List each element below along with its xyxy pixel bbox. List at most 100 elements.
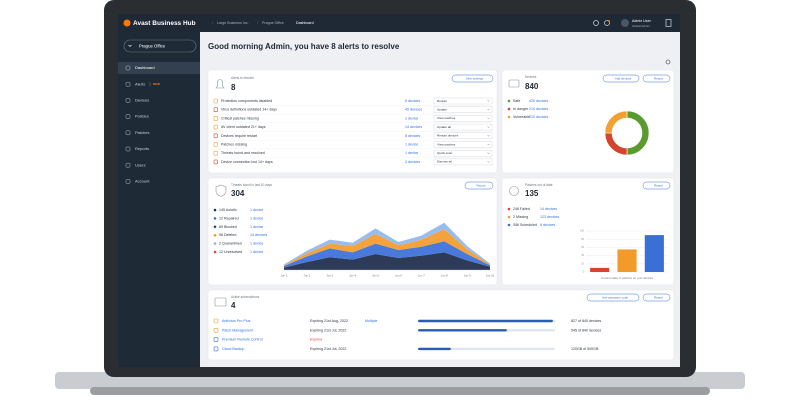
patch-devices[interactable]: 123 devices: [540, 215, 559, 219]
settings-icon[interactable]: [593, 20, 599, 26]
action-label[interactable]: View patches: [437, 116, 456, 120]
threat-devices[interactable]: 1 device: [250, 250, 263, 254]
action-label[interactable]: Dismiss all: [437, 160, 452, 164]
alert-devices[interactable]: 1 device: [405, 151, 418, 155]
button[interactable]: [451, 74, 494, 83]
location[interactable]: Prague Office: [139, 43, 166, 48]
label: Patches out of date: [525, 183, 553, 187]
patch-label: 2 Missing: [513, 215, 528, 219]
nav-icon: [125, 146, 131, 152]
threat-devices[interactable]: 1 device: [250, 225, 263, 229]
alert-label: Virus definitions outdated 14+ days: [221, 108, 277, 112]
button-label[interactable]: Report: [654, 295, 663, 299]
button-label[interactable]: Report: [654, 183, 663, 187]
action-label[interactable]: Quick scan: [437, 151, 453, 155]
alert-devices[interactable]: 1 device: [405, 116, 418, 120]
button-label[interactable]: Report: [476, 183, 485, 187]
action-select[interactable]: [433, 97, 493, 105]
product-name[interactable]: Premium Remote Control: [222, 338, 263, 342]
patch-devices[interactable]: 8 devices: [540, 223, 555, 227]
button[interactable]: [642, 293, 671, 302]
threat-label: 12 Repaired: [219, 216, 239, 220]
threat-devices[interactable]: 1 device: [250, 242, 263, 246]
button-label[interactable]: Report: [654, 76, 663, 80]
action-label[interactable]: Restart devices: [437, 134, 459, 138]
button[interactable]: [602, 74, 640, 83]
user-role: Global Admin: [632, 24, 650, 28]
alert-devices[interactable]: 14 devices: [405, 125, 422, 129]
value-label[interactable]: 210 devices: [529, 107, 548, 111]
notification-dot: [608, 20, 610, 22]
alert-icon: [213, 98, 218, 104]
refresh-icon[interactable]: [665, 59, 671, 65]
help-icon[interactable]: [665, 19, 672, 27]
nav-item[interactable]: Reports: [135, 146, 149, 151]
y-tick-label: 100: [580, 230, 585, 233]
action-select[interactable]: [433, 149, 493, 157]
value-label[interactable]: 420 devices: [529, 99, 548, 103]
alert-devices[interactable]: 3 devices: [405, 160, 420, 164]
action-label[interactable]: Update: [437, 108, 447, 112]
nav-item[interactable]: Users: [135, 162, 145, 167]
breadcrumb[interactable]: Large Business Inc.: [217, 21, 249, 25]
nav-item[interactable]: Patches: [135, 130, 149, 135]
nav-item[interactable]: Policies: [135, 114, 149, 119]
threat-devices[interactable]: 1 device: [250, 216, 263, 220]
subscription-icon: [214, 297, 227, 307]
product-name[interactable]: Patch Management: [222, 328, 253, 332]
chevron: [487, 100, 490, 102]
button-label[interactable]: Alert settings: [466, 76, 484, 80]
threat-label: 2 Quarantined: [219, 242, 242, 246]
breadcrumb[interactable]: Prague Office: [262, 21, 284, 25]
location-select[interactable]: [123, 39, 197, 53]
action-select[interactable]: [433, 141, 493, 148]
alert-label: Patches missing: [221, 142, 247, 146]
action-select[interactable]: [433, 106, 493, 113]
threat-devices[interactable]: 14 devices: [250, 233, 267, 237]
alert-icon: [213, 150, 218, 156]
note[interactable]: Multiple: [365, 319, 377, 323]
progress-fill: [418, 347, 451, 351]
alert-devices[interactable]: 45 devices: [405, 108, 422, 112]
alert-devices[interactable]: 8 devices: [405, 134, 420, 138]
patch-devices[interactable]: 14 devices: [540, 207, 557, 211]
button[interactable]: [642, 181, 671, 190]
alert-devices[interactable]: 1 device: [405, 142, 418, 146]
action-select[interactable]: [433, 123, 493, 131]
action-label[interactable]: Restart: [437, 99, 447, 103]
label: Alerts to resolve: [231, 76, 254, 80]
value-label[interactable]: 210 devices: [529, 115, 548, 119]
x-tick-label: Jun 4: [349, 274, 356, 278]
threat-label: 12 Unresolved: [219, 250, 242, 254]
alert-icon: [213, 142, 218, 147]
notifications-icon[interactable]: [604, 20, 610, 26]
action-select[interactable]: [433, 158, 493, 166]
button[interactable]: [464, 181, 494, 190]
action-label[interactable]: Update all: [437, 125, 451, 129]
action-select[interactable]: [433, 115, 493, 122]
x-tick-label: Jun 5: [372, 274, 379, 278]
threat-label: 145 Autofix: [219, 208, 237, 212]
product-name[interactable]: Antivirus Pro Plus: [222, 319, 251, 323]
brand: Avast Business Hub: [133, 20, 196, 27]
nav-item[interactable]: Dashboard: [135, 65, 155, 70]
nav-item[interactable]: Account: [135, 178, 150, 183]
avatar[interactable]: [621, 19, 629, 27]
button[interactable]: [586, 293, 640, 302]
action-select[interactable]: [433, 132, 493, 140]
x-tick-label: Jun 3: [326, 274, 333, 278]
chart-caption: Current state of patches on your devices: [601, 276, 653, 280]
nav-item[interactable]: Alerts: [135, 81, 145, 86]
button[interactable]: [642, 74, 671, 83]
nav-icon: [125, 114, 131, 119]
button-label[interactable]: Use activation code: [602, 295, 629, 299]
nav-icon: [125, 130, 131, 136]
button-label[interactable]: Add devices: [615, 76, 632, 80]
area-band: [284, 229, 490, 266]
threat-devices[interactable]: 1 device: [250, 208, 263, 212]
nav-item[interactable]: Devices: [135, 97, 149, 102]
alert-devices[interactable]: 6 devices: [405, 99, 420, 103]
action-label[interactable]: View patches: [437, 142, 456, 146]
x-tick-label: Jun 1: [281, 274, 288, 278]
product-name[interactable]: Cloud Backup: [222, 347, 244, 351]
